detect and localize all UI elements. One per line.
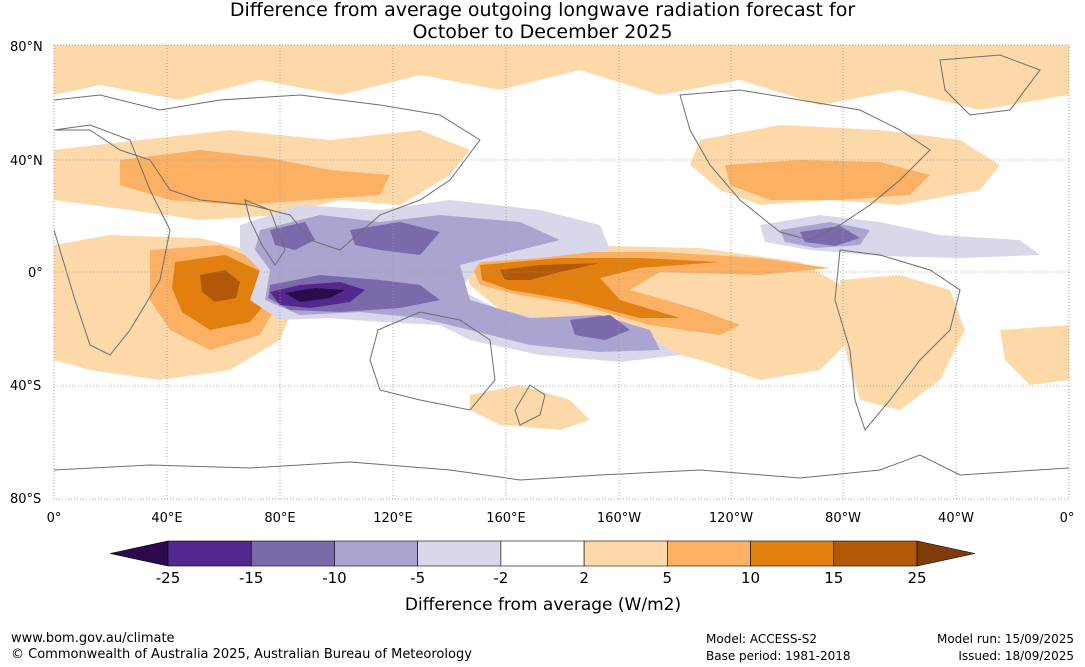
anomaly-region-sumatra-peak bbox=[285, 288, 345, 302]
colorbar-tick-label: -25 bbox=[156, 569, 181, 587]
lon-label-160e: 160°E bbox=[486, 511, 526, 526]
lat-label-40s: 40°S bbox=[10, 379, 41, 394]
coast-india bbox=[244, 199, 286, 266]
colorbar-segment bbox=[167, 540, 252, 567]
coast-north-america bbox=[679, 89, 931, 241]
lon-label-80w: 80°W bbox=[825, 511, 861, 526]
anomaly-region-maritime-medium bbox=[255, 215, 660, 352]
lat-label-0: 0° bbox=[28, 266, 43, 281]
anomaly-field bbox=[54, 45, 1069, 499]
colorbar-tick-label: -10 bbox=[322, 569, 347, 587]
anomaly-region-south-atlantic bbox=[1000, 325, 1069, 385]
anomaly-region-pacific-peak bbox=[500, 263, 600, 280]
footer-issued: Issued: 18/09/2025 bbox=[958, 649, 1074, 663]
anomaly-region-west-indian-peak bbox=[200, 270, 240, 302]
map-title-line-2: October to December 2025 bbox=[412, 21, 673, 43]
colorbar-segment bbox=[500, 540, 585, 567]
anomaly-region-usa-strong bbox=[725, 160, 930, 200]
lon-label-120e: 120°E bbox=[373, 511, 413, 526]
latitude-labels: 80°N 40°N 0° 40°S 80°S bbox=[10, 40, 43, 507]
colorbar-segment bbox=[583, 540, 668, 567]
colorbar-tick-label: 25 bbox=[907, 569, 926, 587]
colorbar-arrow-right bbox=[916, 540, 976, 567]
lon-label-160w: 160°W bbox=[597, 511, 641, 526]
colorbar-tick-label: 2 bbox=[579, 569, 589, 587]
lon-label-40e: 40°E bbox=[151, 511, 182, 526]
colorbar-segment bbox=[750, 540, 835, 567]
colorbar-segment bbox=[833, 540, 918, 567]
lat-label-40n: 40°N bbox=[10, 154, 43, 169]
anomaly-region-tasman bbox=[470, 385, 590, 430]
colorbar-tick-label: 15 bbox=[824, 569, 843, 587]
lon-label-40w: 40°W bbox=[938, 511, 974, 526]
colorbar-segment bbox=[667, 540, 751, 567]
anomaly-region-south-america bbox=[840, 275, 965, 410]
coast-new-zealand bbox=[514, 384, 546, 426]
coast-europe-asia bbox=[54, 94, 481, 251]
colorbar-tick-label: -2 bbox=[493, 569, 508, 587]
colorbar: -25 -15 -10 -5 -2 2 5 10 15 25 Difference from av… bbox=[109, 540, 976, 615]
footer-url: www.bom.gov.au/climate bbox=[11, 631, 175, 646]
colorbar-segment bbox=[417, 540, 502, 567]
map-title-line-1: Difference from average outgoing longwav… bbox=[229, 0, 856, 21]
footer-model-run: Model run: 15/09/2025 bbox=[936, 632, 1074, 646]
colorbar-arrow-left bbox=[109, 540, 169, 567]
coast-south-america bbox=[834, 249, 961, 432]
lon-label-80e: 80°E bbox=[264, 511, 295, 526]
anomaly-region-maritime-strong bbox=[268, 222, 630, 340]
map-frame bbox=[53, 44, 1070, 500]
footer-base-period: Base period: 1981-2018 bbox=[706, 649, 851, 663]
colorbar-tick-label: 5 bbox=[663, 569, 673, 587]
anomaly-region-asia-strong bbox=[120, 150, 390, 205]
coast-greenland bbox=[939, 54, 1041, 116]
gridlines bbox=[54, 45, 1069, 499]
lon-label-0-right: 0° bbox=[1060, 511, 1075, 526]
lat-label-80n: 80°N bbox=[10, 40, 43, 55]
colorbar-label: Difference from average (W/m2) bbox=[405, 595, 681, 615]
footer-copyright: © Commonwealth of Australia 2025, Austra… bbox=[11, 647, 472, 662]
coast-antarctica bbox=[54, 454, 1069, 481]
coastlines bbox=[54, 54, 1069, 481]
coast-africa bbox=[54, 124, 171, 356]
colorbar-tick-label: -5 bbox=[410, 569, 425, 587]
lat-label-80s: 80°S bbox=[10, 492, 41, 507]
longitude-labels: 0° 40°E 80°E 120°E 160°E 160°W 120°W 80°… bbox=[47, 511, 1075, 526]
lon-label-0-left: 0° bbox=[47, 511, 62, 526]
anomaly-region-arctic bbox=[54, 45, 1069, 110]
colorbar-segment bbox=[250, 540, 335, 567]
coast-australia bbox=[369, 311, 496, 411]
lon-label-120w: 120°W bbox=[709, 511, 753, 526]
footer-model: Model: ACCESS-S2 bbox=[706, 632, 818, 646]
colorbar-tick-label: -15 bbox=[239, 569, 264, 587]
colorbar-segment bbox=[334, 540, 418, 567]
colorbar-tick-label: 10 bbox=[741, 569, 760, 587]
anomaly-region-caribbean-strong bbox=[800, 226, 860, 246]
